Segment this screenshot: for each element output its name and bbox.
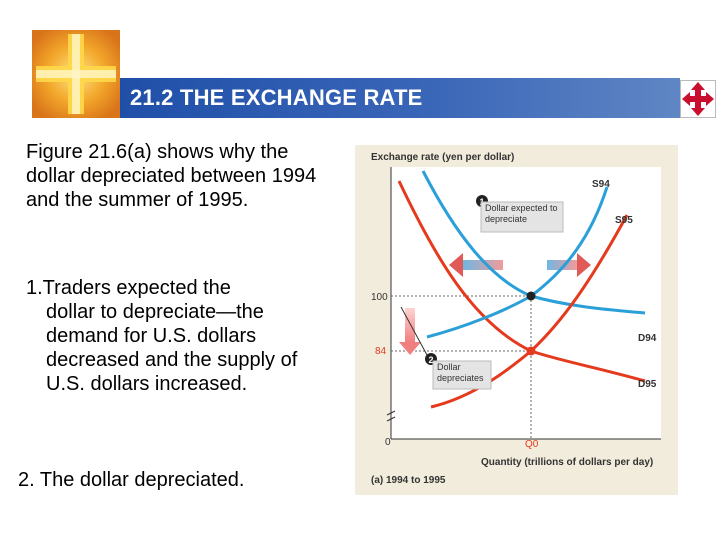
equilibrium-point-1995 bbox=[526, 346, 536, 356]
y-tick-label-84: 84 bbox=[375, 346, 387, 357]
shift-arrow-left bbox=[449, 253, 503, 277]
y-tick-label-100: 100 bbox=[371, 292, 388, 303]
point-2: 2. The dollar depreciated. bbox=[18, 469, 245, 491]
axis-break bbox=[386, 410, 396, 422]
x-axis-label: Quantity (trillions of dollars per day) bbox=[481, 457, 653, 468]
slide-title: 21.2 THE EXCHANGE RATE bbox=[130, 85, 423, 110]
intro-paragraph: Figure 21.6(a) shows why the dollar depr… bbox=[26, 141, 317, 211]
series-label-d94: D94 bbox=[638, 333, 657, 344]
shift-arrow-right bbox=[547, 253, 591, 277]
title-bar bbox=[120, 78, 680, 118]
series-label-s95: S95 bbox=[615, 215, 633, 226]
annotation-2-number: 2 bbox=[428, 355, 433, 365]
y-axis-label: Exchange rate (yen per dollar) bbox=[371, 152, 514, 163]
curve-s94 bbox=[421, 170, 646, 315]
x-tick-label-0: 0 bbox=[385, 437, 391, 448]
chart-svg: Exchange rate (yen per dollar) 100 84 0 … bbox=[355, 145, 678, 495]
point-1-first-line: 1.Traders expected the bbox=[26, 277, 231, 299]
annotation-2-box bbox=[432, 360, 492, 390]
chart-caption: (a) 1994 to 1995 bbox=[371, 475, 446, 486]
cross-logo-icon bbox=[32, 30, 120, 118]
series-label-d95: D95 bbox=[638, 379, 657, 390]
depreciation-arrow-shaft bbox=[405, 308, 415, 342]
x-tick-label-q0: Q0 bbox=[525, 439, 539, 450]
point-1-rest: dollar to depreciate—the demand for U.S.… bbox=[46, 301, 298, 395]
curve-s95 bbox=[397, 180, 646, 383]
equilibrium-point-1994 bbox=[526, 291, 536, 301]
depreciation-arrow-head bbox=[399, 342, 421, 355]
annotation-1-box bbox=[480, 201, 564, 233]
series-label-s94: S94 bbox=[592, 179, 610, 190]
exchange-rate-chart: Exchange rate (yen per dollar) 100 84 0 … bbox=[355, 145, 678, 495]
four-way-arrow-icon[interactable] bbox=[680, 80, 716, 118]
annotation-2-text: Dollar depreciates bbox=[437, 362, 484, 383]
point-1: 1.Traders expected the dollar to depreci… bbox=[26, 276, 326, 396]
annotation-2-leader bbox=[400, 306, 428, 356]
annotation-1-text: Dollar expected to depreciate bbox=[485, 203, 558, 224]
